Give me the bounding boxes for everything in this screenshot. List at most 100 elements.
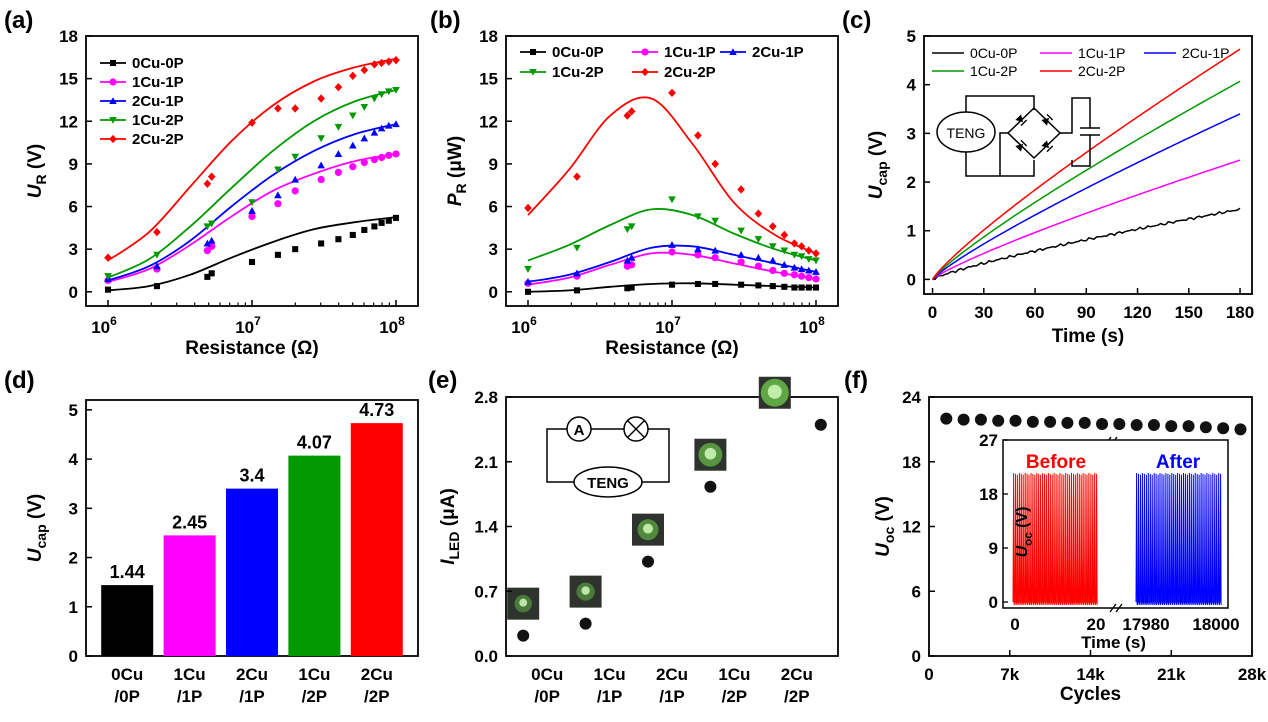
data-point-2Cu-2P (207, 172, 216, 181)
after-voltage-trace (1135, 472, 1222, 606)
diode-icon (1015, 114, 1028, 127)
uoc-inset: 0 9 18 27 0 20 17980 18000 Time (s) Before After Uo… (979, 431, 1240, 652)
data-point-2Cu-2P (370, 60, 379, 69)
y-axis-label-a-unit: (V) (25, 144, 46, 175)
y-axis-label-f-unit: (V) (873, 496, 894, 527)
e-xtick-label: 2Cu (781, 665, 813, 684)
led-core (519, 598, 528, 607)
inset-ytick-label: 9 (989, 539, 998, 558)
inset-ytick-label: 0 (989, 593, 998, 612)
data-point-0Cu-0P (573, 287, 580, 294)
data-point-1Cu-2P (207, 220, 216, 228)
data-point-1Cu-2P (812, 257, 820, 265)
b-xtick-label: 108 (799, 314, 825, 337)
d-xtick-label: 1Cu (174, 665, 206, 684)
b-legend-marker (641, 48, 649, 56)
panel-d: 1.44 0Cu/0P 2.45 1Cu/1P 3.4 2Cu/1P 4.07 1Cu/2P 4… (25, 399, 419, 706)
inset-ytick-label: 18 (979, 485, 998, 504)
data-point-2Cu-1P (627, 253, 636, 261)
current-point (814, 418, 827, 431)
c-ytick-label: 5 (907, 27, 916, 46)
before-voltage-trace (1012, 472, 1098, 606)
data-point-2Cu-1P (711, 246, 719, 254)
y-axis-label-c-unit: (V) (866, 131, 887, 162)
data-point-0Cu-0P (104, 286, 112, 293)
a-legend-marker (109, 116, 117, 124)
bar-value-label: 1.44 (110, 562, 145, 582)
fit-line-1Cu-2P (107, 89, 397, 279)
e-ytick-label: 0.7 (474, 582, 498, 601)
data-point-2Cu-2P (790, 239, 799, 248)
data-point-1Cu-2P (737, 227, 745, 235)
b-legend-label: 0Cu-0P (552, 44, 604, 61)
data-point-2Cu-1P (573, 269, 581, 277)
y-axis-label-a-symbol: U (25, 183, 46, 198)
data-point-0Cu-0P (812, 284, 820, 291)
a-xtick-label: 106 (91, 314, 117, 337)
b-legend-marker (641, 67, 649, 77)
data-point-1Cu-2P (385, 88, 393, 96)
data-point-2Cu-2P (627, 107, 636, 116)
y-axis-label-f: Uoc (V) (873, 496, 897, 557)
data-point-2Cu-1P (349, 141, 357, 149)
b-legend-marker (729, 48, 737, 56)
voltage-point (1026, 415, 1039, 428)
c-xtick-label: 150 (1175, 303, 1203, 322)
data-point-0Cu-0P (781, 283, 788, 290)
e-xtick-label: 1Cu (718, 665, 750, 684)
bridge-rectifier (1006, 106, 1062, 160)
data-point-1Cu-2P (754, 236, 763, 244)
a-xtick-base: 10 (235, 318, 254, 337)
data-point-2Cu-1P (797, 265, 806, 273)
data-point-0Cu-0P (712, 280, 719, 288)
data-point-1Cu-1P (317, 175, 325, 184)
data-point-1Cu-2P (627, 223, 636, 231)
d-xtick-label: 0Cu (111, 665, 143, 684)
led-photo (694, 438, 727, 471)
a-xtick-label: 107 (235, 314, 261, 337)
voltage-point (1147, 419, 1160, 432)
data-point-1Cu-2P (797, 253, 806, 261)
voltage-point (1217, 422, 1230, 435)
data-point-0Cu-0P (738, 281, 745, 288)
data-point-0Cu-0P (361, 226, 368, 234)
b-xtick-base: 10 (655, 318, 674, 337)
bar-value-label: 4.73 (359, 400, 394, 420)
d-ytick-label: 4 (69, 450, 79, 469)
data-point-1Cu-1P (737, 258, 745, 266)
y-axis-label-a-subscript: R (33, 174, 49, 184)
data-point-1Cu-2P (153, 251, 161, 259)
b-xtick-base: 10 (799, 318, 818, 337)
voltage-point (1234, 423, 1247, 436)
data-point-2Cu-2P (623, 111, 632, 120)
f-xtick-label: 7k (1000, 665, 1019, 684)
charging-curve-0Cu-0P (932, 207, 1241, 281)
data-point-1Cu-2P (317, 135, 325, 143)
a-xtick-exponent: 6 (110, 314, 117, 328)
led-photo (569, 575, 602, 608)
y-axis-label-d: Ucap (V) (25, 494, 49, 562)
charging-curve-2Cu-2P (931, 48, 1241, 280)
inset-axis-break (1115, 603, 1123, 613)
bar-value-label: 2.45 (172, 512, 207, 532)
data-point-2Cu-1P (694, 245, 702, 253)
diode-triangle (1015, 143, 1024, 152)
data-point-1Cu-2P (805, 256, 813, 263)
voltage-point (1113, 417, 1126, 430)
panel-c: 0 1 2 3 4 5 0 30 60 90 120 150 180 Time (s) Ucap (V) 0C… (866, 27, 1254, 347)
data-point-1Cu-1P (754, 262, 763, 270)
inset-y-axis-label-symbol: U (1014, 545, 1031, 557)
data-point-2Cu-1P (623, 256, 632, 264)
voltage-point (1009, 414, 1022, 427)
e-xtick-label: 0Cu (531, 665, 563, 684)
data-point-2Cu-2P (769, 222, 777, 231)
voltage-point (1061, 416, 1074, 429)
data-point-2Cu-1P (805, 266, 813, 274)
d-xtick-label: 2Cu (236, 665, 268, 684)
data-point-1Cu-1P (797, 272, 806, 280)
y-axis-label-e-unit: (μA) (438, 488, 459, 531)
d-ytick-label: 2 (69, 549, 78, 568)
